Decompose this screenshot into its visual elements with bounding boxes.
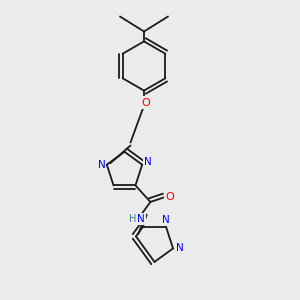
Text: N: N xyxy=(98,160,105,170)
Text: N: N xyxy=(176,243,184,254)
Text: N: N xyxy=(162,215,170,225)
Text: O: O xyxy=(165,191,174,202)
Text: H: H xyxy=(129,214,137,224)
Text: N: N xyxy=(137,214,145,224)
Text: N: N xyxy=(144,157,152,167)
Text: O: O xyxy=(141,98,150,108)
